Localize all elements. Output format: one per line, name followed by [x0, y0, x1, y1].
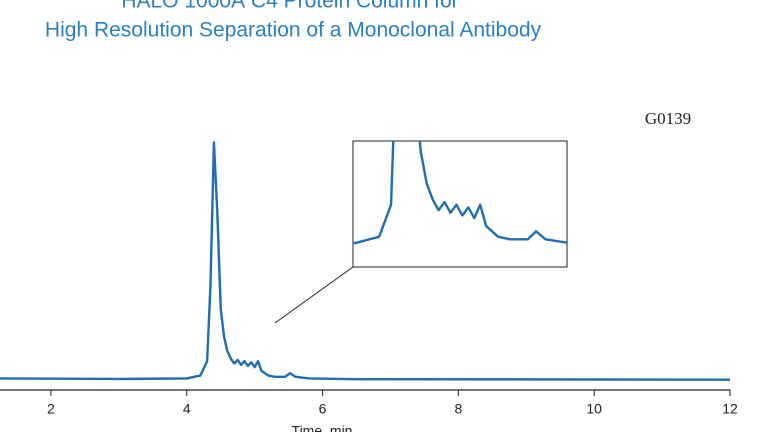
x-tick-label: 10: [586, 401, 602, 417]
inset-frame: [352, 140, 568, 268]
x-tick-label: 2: [47, 401, 55, 417]
x-tick-label: 12: [722, 401, 738, 417]
x-tick-label: 4: [183, 401, 191, 417]
chart-title: High Resolution Separation of a Monoclon…: [45, 19, 542, 42]
inset-line: [353, 141, 567, 245]
x-tick-label: 8: [454, 401, 462, 417]
x-tick-label: 6: [319, 401, 327, 417]
chart-title: HALO 1000Å C4 Protein Column for: [121, 0, 458, 13]
inset-connector: [274, 266, 354, 324]
chromatogram-line: [0, 141, 731, 381]
annotation: G0139: [645, 109, 691, 128]
x-axis-label: Time, min: [292, 423, 353, 432]
